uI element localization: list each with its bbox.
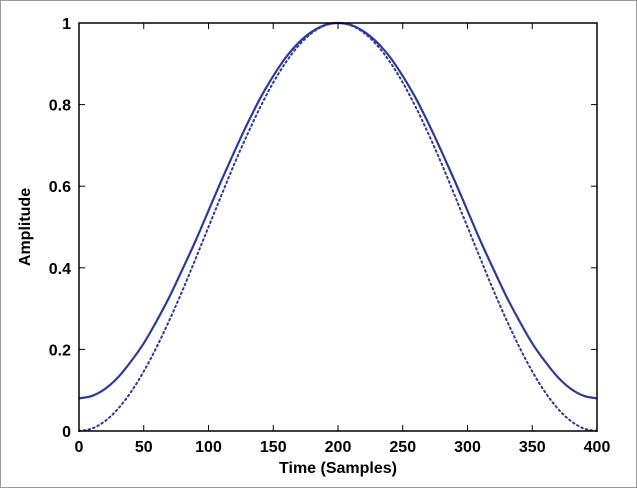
y-axis-label: Amplitude: [17, 188, 34, 266]
x-tick-label: 150: [260, 439, 287, 456]
y-tick-label: 0.8: [49, 98, 71, 115]
y-tick-label: 0.4: [49, 261, 71, 278]
series-line-solid: [78, 21, 598, 400]
x-tick-label: 250: [389, 439, 416, 456]
plot-area: [78, 22, 598, 432]
x-tick-label: 0: [75, 439, 84, 456]
x-tick-label: 400: [584, 439, 611, 456]
y-tick-label: 0.2: [49, 342, 71, 359]
series-line-dotted: [78, 21, 598, 432]
x-axis-label: Time (Samples): [279, 460, 397, 477]
y-tick-label: 0: [62, 424, 71, 441]
x-tick-label: 50: [135, 439, 153, 456]
tick-layer: 0 50 100 150 200 250 300 350 400 0 0.2 0.4 0.6 0.8 1: [49, 16, 611, 456]
x-tick-label: 200: [325, 439, 352, 456]
y-tick-label: 0.6: [49, 179, 71, 196]
y-tick-label: 1: [62, 16, 71, 33]
series-layer: [78, 21, 598, 432]
x-tick-label: 100: [195, 439, 222, 456]
x-tick-label: 300: [454, 439, 481, 456]
x-tick-label: 350: [519, 439, 546, 456]
